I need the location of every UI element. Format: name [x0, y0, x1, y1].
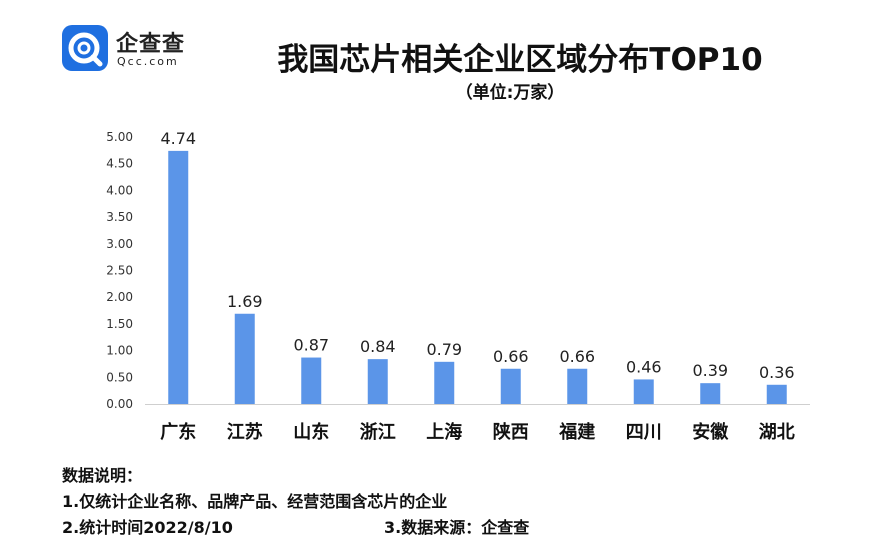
notes-line-2: 2.统计时间2022/8/10 — [62, 518, 233, 537]
logo-url: Qcc.com — [117, 55, 179, 68]
data-label: 0.87 — [293, 336, 329, 355]
chart-subtitle: （单位:万家） — [455, 83, 565, 103]
y-tick-label: 0.00 — [106, 397, 133, 411]
bar — [301, 357, 322, 404]
bar — [367, 359, 388, 404]
x-tick-label: 山东 — [293, 421, 329, 443]
bar — [434, 361, 455, 404]
y-tick-label: 3.00 — [106, 237, 133, 251]
x-tick-label: 上海 — [426, 421, 462, 443]
y-tick-label: 1.00 — [106, 344, 133, 358]
x-tick-label: 广东 — [160, 421, 196, 443]
bar — [500, 368, 521, 404]
notes-line-1: 1.仅统计企业名称、品牌产品、经营范围含芯片的企业 — [62, 492, 448, 511]
data-label: 0.66 — [559, 347, 595, 366]
y-tick-label: 5.00 — [106, 130, 133, 144]
data-label: 1.69 — [227, 292, 263, 311]
bar — [168, 150, 189, 404]
data-label: 0.46 — [626, 357, 662, 376]
data-label: 0.79 — [426, 340, 462, 359]
data-label: 0.66 — [493, 347, 529, 366]
y-tick-label: 2.50 — [106, 264, 133, 278]
y-tick-label: 3.50 — [106, 210, 133, 224]
logo-name: 企查查 — [116, 32, 186, 57]
x-tick-label: 四川 — [626, 422, 662, 443]
data-label: 0.39 — [692, 361, 728, 380]
x-tick-label: 浙江 — [360, 421, 396, 443]
y-tick-label: 0.50 — [106, 370, 133, 384]
data-label: 0.36 — [759, 363, 795, 382]
data-label: 0.84 — [360, 337, 396, 356]
bar — [700, 383, 721, 404]
y-tick-label: 4.00 — [106, 183, 133, 197]
x-tick-label: 福建 — [558, 421, 595, 443]
bar — [234, 313, 255, 404]
bar — [633, 379, 654, 404]
notes-line-3: 3.数据来源：企查查 — [384, 518, 530, 537]
x-tick-label: 湖北 — [759, 422, 795, 443]
logo: 企查查 Qcc.com — [62, 25, 212, 73]
bar — [567, 368, 588, 404]
y-tick-label: 1.50 — [106, 317, 133, 331]
notes-heading: 数据说明： — [62, 466, 143, 485]
bar — [766, 384, 787, 404]
y-tick-label: 4.50 — [106, 157, 133, 171]
x-tick-label: 陕西 — [493, 421, 529, 443]
logo-badge-icon — [62, 25, 108, 71]
data-label: 4.74 — [160, 129, 196, 148]
x-tick-label: 江苏 — [227, 421, 263, 443]
y-tick-label: 2.00 — [106, 290, 133, 304]
x-tick-label: 安徽 — [692, 421, 729, 443]
chart-title: 我国芯片相关企业区域分布TOP10 — [277, 42, 763, 78]
